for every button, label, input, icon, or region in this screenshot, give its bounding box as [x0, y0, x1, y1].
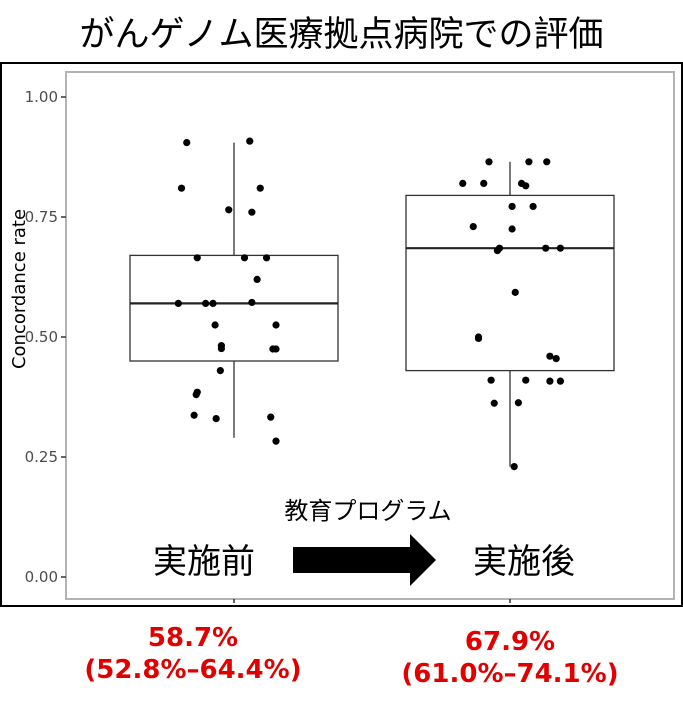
data-point-before: [248, 298, 256, 307]
data-point-after: [459, 179, 467, 187]
data-point-after: [556, 377, 565, 385]
data-point-after: [508, 202, 516, 211]
data-point-after: [546, 377, 554, 385]
box-iqr: [405, 194, 615, 372]
data-point-after: [552, 355, 560, 363]
box-after: [405, 161, 615, 467]
data-point-after: [485, 158, 493, 166]
data-point-after: [510, 463, 518, 471]
y-tick-label: 1.00: [25, 88, 58, 106]
data-point-before: [272, 437, 280, 445]
data-point-before: [193, 254, 201, 262]
data-point-after: [556, 244, 565, 252]
data-point-after: [543, 158, 551, 166]
data-point-before: [267, 413, 275, 421]
data-point-before: [209, 299, 217, 307]
data-point-before: [256, 184, 264, 192]
data-point-after: [480, 179, 488, 187]
data-point-after: [525, 158, 533, 166]
data-point-after: [474, 334, 483, 343]
data-point-after: [469, 223, 477, 231]
data-point-after: [522, 182, 530, 190]
stat-before-ci: (52.8%–64.4%): [84, 655, 302, 685]
data-point-before: [177, 184, 186, 192]
y-tick-label: 0.75: [25, 208, 58, 226]
data-point-before: [225, 206, 233, 214]
data-point-before: [192, 391, 200, 399]
program-label: 教育プログラム: [284, 497, 451, 525]
plot-panel: [65, 71, 675, 600]
data-point-after: [508, 225, 516, 233]
data-point-before: [211, 321, 219, 329]
chart-frame: 0.00 0.25 0.50 0.75 1.00 Concordance rate 教育プ…: [0, 62, 683, 607]
data-point-before: [216, 367, 224, 375]
data-point-before: [190, 411, 198, 419]
boxplot-chart: 0.00 0.25 0.50 0.75 1.00 Concordance rate 教育プ…: [9, 71, 675, 603]
stat-after-value: 67.9%: [464, 627, 556, 657]
data-point-before: [248, 208, 256, 216]
stat-after: 67.9% (61.0%–74.1%): [360, 626, 660, 690]
after-label: 実施後: [473, 542, 575, 582]
data-point-after: [542, 244, 550, 252]
data-point-before: [272, 321, 280, 329]
data-point-before: [262, 254, 271, 262]
data-point-before: [174, 299, 182, 307]
data-point-before: [246, 137, 254, 145]
data-point-before: [202, 299, 210, 307]
y-tick-label: 0.50: [25, 328, 58, 346]
box-iqr: [129, 254, 339, 362]
data-point-after: [514, 399, 523, 407]
data-point-before: [217, 344, 225, 353]
slide-title: がんゲノム医療拠点病院での評価: [79, 15, 604, 55]
stat-after-ci: (61.0%–74.1%): [401, 659, 619, 689]
stat-before-value: 58.7%: [147, 623, 239, 653]
y-axis-title: Concordance rate: [9, 209, 30, 369]
data-point-after: [495, 244, 504, 252]
data-point-before: [212, 415, 220, 423]
y-tick-label: 0.25: [25, 448, 58, 466]
data-point-before: [272, 345, 280, 353]
before-label: 実施前: [153, 542, 255, 582]
data-point-after: [522, 376, 530, 384]
stat-before: 58.7% (52.8%–64.4%): [43, 622, 343, 686]
data-point-after: [546, 352, 554, 360]
data-point-before: [183, 139, 191, 147]
data-point-after: [511, 288, 519, 296]
right-arrow-icon: [293, 534, 436, 586]
data-point-before: [240, 254, 249, 262]
data-point-after: [487, 376, 495, 384]
data-point-after: [490, 399, 498, 407]
data-point-after: [529, 202, 537, 211]
box-before: [129, 142, 339, 438]
data-point-before: [253, 275, 261, 283]
y-tick-label: 0.00: [25, 568, 58, 586]
